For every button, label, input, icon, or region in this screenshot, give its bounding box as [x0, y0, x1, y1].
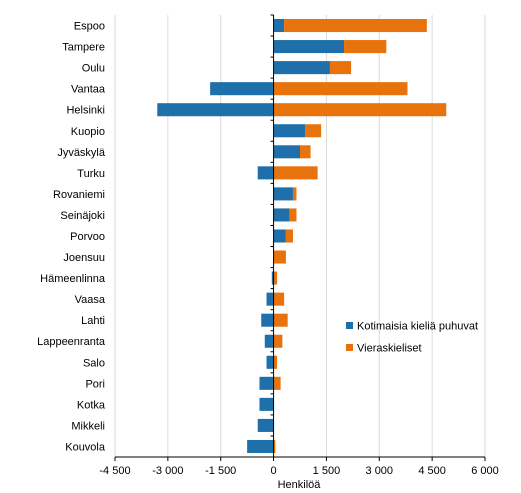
category-label-lahti: Lahti: [81, 315, 105, 327]
bar-tampere-vieraskieliset: [344, 40, 387, 54]
bar-joensuu-vieraskieliset: [273, 250, 286, 264]
bar-vantaa-vieraskieliset: [273, 82, 408, 96]
x-tick-label-1: -3 000: [152, 465, 183, 477]
bar-lappeenranta-kotimaisia: [264, 334, 274, 348]
bar-salo-kotimaisia: [266, 355, 274, 369]
legend-label-kotimaisia: Kotimaisia kieliä puhuvat: [357, 321, 478, 333]
category-labels: Espoo Tampere Oulu Vantaa Helsinki Kuopio Jyvä…: [37, 21, 106, 454]
category-label-espoo: Espoo: [74, 21, 105, 33]
x-tick-labels: -4 500 -3 000 -1 500 0 1 500 3 000 4 500 6 000: [99, 465, 498, 477]
bar-seinajoki-vieraskieliset: [289, 208, 297, 222]
legend-label-vieraskieliset: Vieraskieliset: [357, 343, 422, 355]
bar-oulu-vieraskieliset: [329, 61, 352, 75]
legend: Kotimaisia kieliä puhuvat Vieraskieliset: [346, 321, 478, 355]
bar-lahti-kotimaisia: [261, 313, 274, 327]
bar-vaasa-kotimaisia: [266, 292, 274, 306]
category-label-vaasa: Vaasa: [75, 294, 106, 306]
category-label-joensuu: Joensuu: [63, 252, 105, 264]
axes: [114, 14, 486, 461]
category-label-vantaa: Vantaa: [71, 84, 106, 96]
bar-porvoo-kotimaisia: [273, 229, 286, 243]
legend-swatch-vieraskieliset: [346, 344, 353, 351]
bar-hameenlinna-kotimaisia: [271, 271, 274, 285]
bar-tampere-kotimaisia: [273, 40, 345, 54]
bars: [157, 18, 447, 454]
bar-pori-kotimaisia: [259, 376, 274, 390]
bar-jyvaskyla-kotimaisia: [273, 145, 300, 159]
bar-turku-vieraskieliset: [273, 166, 318, 180]
category-label-hameenlinna: Hämeenlinna: [40, 273, 106, 285]
category-label-salo: Salo: [83, 357, 105, 369]
category-label-kouvola: Kouvola: [65, 441, 106, 453]
bar-lappeenranta-vieraskieliset: [273, 334, 283, 348]
category-label-pori: Pori: [85, 378, 105, 390]
category-label-oulu: Oulu: [82, 63, 105, 75]
bar-porvoo-vieraskieliset: [285, 229, 293, 243]
category-label-mikkeli: Mikkeli: [71, 420, 105, 432]
bar-kouvola-vieraskieliset: [273, 439, 276, 454]
bar-vaasa-vieraskieliset: [273, 292, 285, 306]
bar-mikkeli-kotimaisia: [257, 418, 274, 432]
bar-espoo-kotimaisia: [273, 18, 285, 33]
x-tick-label-3: 0: [271, 465, 277, 477]
bar-vantaa-kotimaisia: [210, 82, 274, 96]
category-label-porvoo: Porvoo: [70, 231, 105, 243]
bar-rovaniemi-vieraskieliset: [292, 187, 297, 201]
bar-seinajoki-kotimaisia: [273, 208, 290, 222]
bar-kuopio-vieraskieliset: [305, 124, 322, 138]
bar-kuopio-kotimaisia: [273, 124, 306, 138]
bar-turku-kotimaisia: [257, 166, 274, 180]
bar-jyvaskyla-vieraskieliset: [300, 145, 311, 159]
x-tick-label-4: 1 500: [313, 465, 341, 477]
bar-helsinki-kotimaisia: [157, 103, 274, 117]
bar-espoo-vieraskieliset: [284, 18, 427, 33]
category-label-lappeenranta: Lappeenranta: [37, 336, 106, 348]
legend-swatch-kotimaisia: [346, 322, 353, 329]
x-tick-label-6: 4 500: [418, 465, 446, 477]
gridlines: [114, 15, 486, 457]
x-tick-label-5: 3 000: [366, 465, 394, 477]
bar-pori-vieraskieliset: [273, 376, 281, 390]
bar-salo-vieraskieliset: [273, 355, 278, 369]
x-tick-label-2: -1 500: [205, 465, 236, 477]
category-label-rovaniemi: Rovaniemi: [53, 189, 105, 201]
x-axis-label: Henkilöä: [278, 479, 322, 491]
bar-kouvola-kotimaisia: [247, 439, 274, 454]
category-label-kotka: Kotka: [77, 399, 106, 411]
bar-rovaniemi-kotimaisia: [273, 187, 293, 201]
category-label-helsinki: Helsinki: [66, 105, 105, 117]
x-tick-label-0: -4 500: [99, 465, 130, 477]
category-label-turku: Turku: [77, 168, 105, 180]
category-label-jyvaskyla: Jyväskylä: [57, 147, 106, 159]
bar-hameenlinna-vieraskieliset: [273, 271, 278, 285]
bar-helsinki-vieraskieliset: [273, 103, 447, 117]
bar-lahti-vieraskieliset: [273, 313, 288, 327]
bar-kotka-kotimaisia: [259, 397, 274, 411]
category-label-kuopio: Kuopio: [71, 126, 105, 138]
bar-oulu-kotimaisia: [273, 61, 330, 75]
x-tick-label-7: 6 000: [471, 465, 499, 477]
category-label-seinajoki: Seinäjoki: [60, 210, 105, 222]
category-label-tampere: Tampere: [62, 42, 105, 54]
